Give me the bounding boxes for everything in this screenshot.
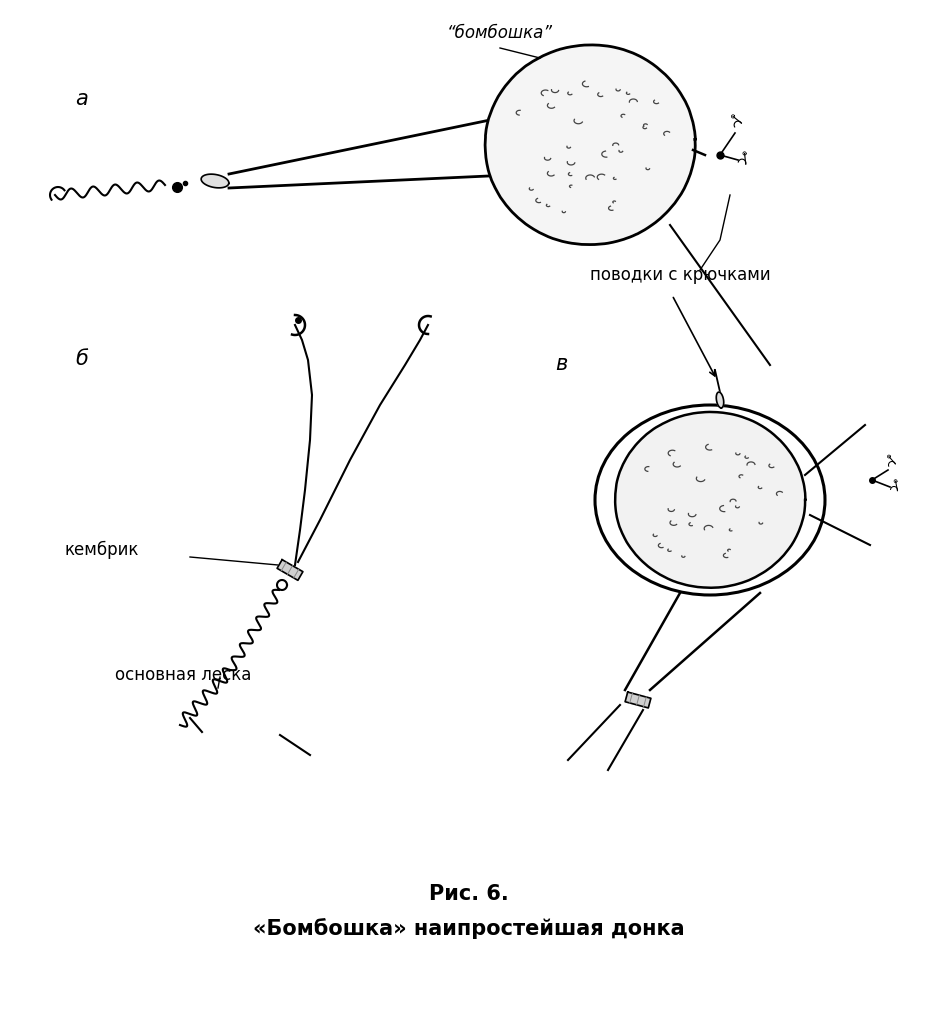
Polygon shape — [277, 559, 303, 580]
Text: Рис. 6.: Рис. 6. — [429, 884, 509, 904]
Text: а: а — [75, 89, 88, 109]
Text: «Бомбошка» наипростейшая донка: «Бомбошка» наипростейшая донка — [253, 918, 685, 939]
Text: б: б — [75, 349, 88, 369]
Text: в: в — [555, 354, 567, 374]
Text: основная леска: основная леска — [115, 666, 251, 684]
Polygon shape — [717, 392, 724, 408]
Polygon shape — [201, 174, 229, 188]
Text: кембрик: кембрик — [65, 541, 140, 559]
Polygon shape — [485, 45, 695, 244]
Text: “бомбошка”: “бомбошка” — [447, 24, 553, 42]
Polygon shape — [615, 412, 806, 587]
Text: поводки с крючками: поводки с крючками — [590, 266, 770, 284]
Polygon shape — [625, 692, 651, 708]
